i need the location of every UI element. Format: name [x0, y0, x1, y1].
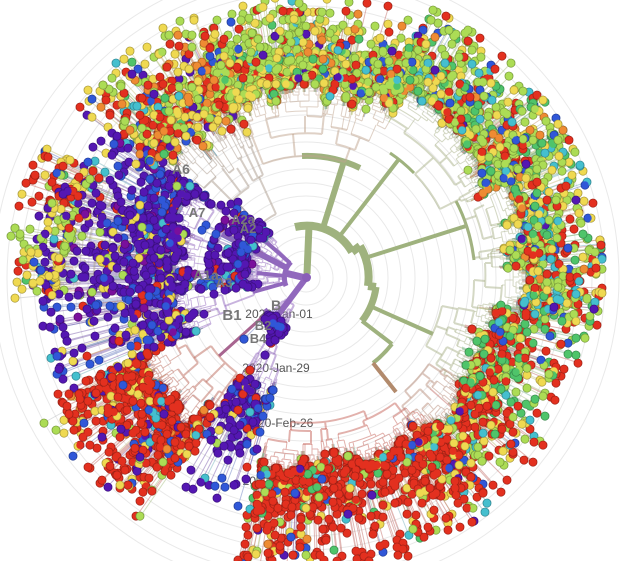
svg-text:A6: A6: [172, 161, 190, 177]
svg-text:A2: A2: [240, 221, 257, 236]
svg-text:B4: B4: [250, 331, 267, 346]
svg-text:A1a: A1a: [193, 267, 219, 283]
svg-text:A2a: A2a: [231, 212, 256, 227]
svg-text:B: B: [271, 297, 281, 313]
svg-text:A3: A3: [216, 275, 233, 290]
svg-text:A7: A7: [189, 205, 206, 220]
svg-text:B1: B1: [222, 307, 241, 324]
svg-text:B2: B2: [255, 318, 272, 333]
